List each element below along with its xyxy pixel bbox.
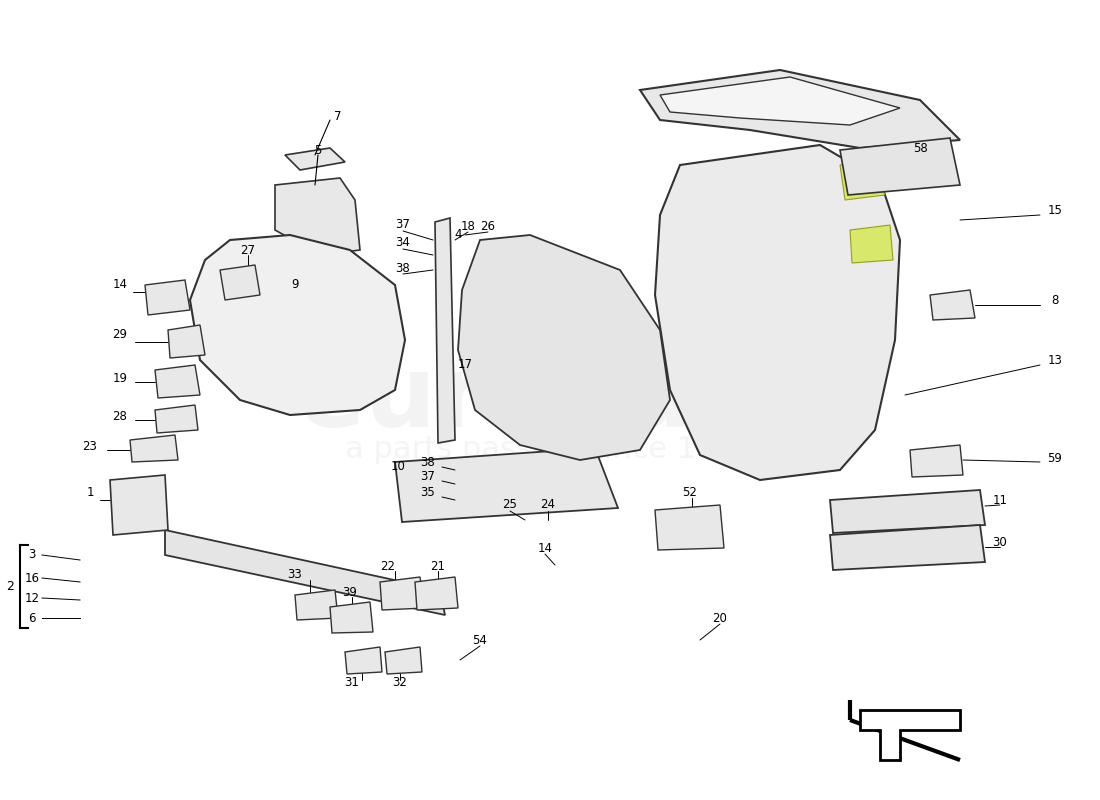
Text: 52: 52 — [683, 486, 697, 499]
Polygon shape — [395, 448, 618, 522]
Text: 37: 37 — [396, 218, 410, 231]
Text: 20: 20 — [713, 611, 727, 625]
Text: 19: 19 — [112, 371, 128, 385]
Text: 6: 6 — [29, 611, 35, 625]
Polygon shape — [275, 178, 360, 255]
Polygon shape — [660, 77, 900, 125]
Text: 54: 54 — [473, 634, 487, 646]
Text: 27: 27 — [241, 243, 255, 257]
Text: 12: 12 — [24, 591, 40, 605]
Polygon shape — [385, 647, 422, 674]
Polygon shape — [930, 290, 975, 320]
Text: 9: 9 — [292, 278, 299, 291]
Polygon shape — [910, 445, 962, 477]
Text: 39: 39 — [342, 586, 358, 598]
Text: 33: 33 — [287, 569, 303, 582]
Text: euroPars: euroPars — [298, 351, 802, 449]
Polygon shape — [295, 590, 338, 620]
Polygon shape — [110, 475, 168, 535]
Polygon shape — [330, 602, 373, 633]
Polygon shape — [640, 70, 960, 148]
Polygon shape — [434, 218, 455, 443]
Text: 18: 18 — [461, 219, 475, 233]
Polygon shape — [840, 158, 886, 200]
Text: 13: 13 — [1047, 354, 1063, 366]
Polygon shape — [830, 490, 984, 533]
Text: 16: 16 — [24, 571, 40, 585]
Text: 25: 25 — [503, 498, 517, 511]
Text: 10: 10 — [390, 461, 406, 474]
Text: 4: 4 — [454, 229, 462, 242]
Text: 35: 35 — [420, 486, 436, 498]
Text: 59: 59 — [1047, 451, 1063, 465]
Polygon shape — [415, 577, 458, 610]
Text: 14: 14 — [112, 278, 128, 291]
Text: a parts passion since 1998: a parts passion since 1998 — [345, 435, 755, 465]
Polygon shape — [285, 148, 345, 170]
Polygon shape — [155, 365, 200, 398]
Text: 7: 7 — [334, 110, 342, 122]
Polygon shape — [165, 530, 446, 615]
Text: 34: 34 — [396, 237, 410, 250]
Text: 26: 26 — [481, 219, 495, 233]
Text: 29: 29 — [112, 329, 128, 342]
Text: 14: 14 — [538, 542, 552, 554]
Polygon shape — [458, 235, 670, 460]
Text: 37: 37 — [420, 470, 436, 482]
Text: 2: 2 — [7, 579, 14, 593]
Text: 24: 24 — [540, 498, 556, 511]
Text: 22: 22 — [381, 559, 396, 573]
Text: 30: 30 — [992, 535, 1008, 549]
Text: 31: 31 — [344, 677, 360, 690]
Polygon shape — [654, 145, 900, 480]
Polygon shape — [654, 505, 724, 550]
Text: 28: 28 — [112, 410, 128, 423]
Text: 11: 11 — [992, 494, 1008, 506]
Text: 23: 23 — [82, 439, 98, 453]
Text: 3: 3 — [29, 549, 35, 562]
Text: 17: 17 — [458, 358, 473, 371]
Text: 15: 15 — [1047, 203, 1063, 217]
Polygon shape — [168, 325, 205, 358]
Text: 8: 8 — [1052, 294, 1058, 306]
Polygon shape — [860, 710, 960, 760]
Polygon shape — [840, 138, 960, 195]
Text: 38: 38 — [420, 455, 436, 469]
Polygon shape — [830, 525, 984, 570]
Polygon shape — [220, 265, 260, 300]
Polygon shape — [190, 235, 405, 415]
Text: 1: 1 — [86, 486, 94, 499]
Text: 58: 58 — [913, 142, 927, 154]
Polygon shape — [379, 577, 425, 610]
Text: 5: 5 — [315, 143, 321, 157]
Polygon shape — [145, 280, 190, 315]
Text: 38: 38 — [396, 262, 410, 274]
Polygon shape — [345, 647, 382, 674]
Text: 32: 32 — [393, 677, 407, 690]
Polygon shape — [850, 225, 893, 263]
Polygon shape — [130, 435, 178, 462]
Text: 21: 21 — [430, 559, 446, 573]
Polygon shape — [155, 405, 198, 433]
